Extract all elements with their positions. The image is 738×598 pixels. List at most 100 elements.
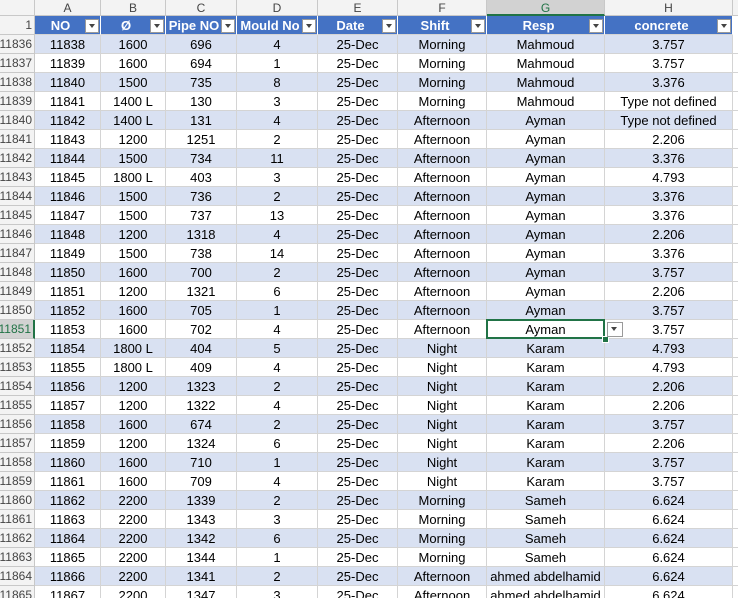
- cell[interactable]: 11856: [35, 377, 101, 396]
- cell[interactable]: 130: [166, 92, 237, 111]
- cell[interactable]: Night: [398, 377, 487, 396]
- row-number[interactable]: 11845: [0, 206, 35, 225]
- row-number[interactable]: 11852: [0, 339, 35, 358]
- cell[interactable]: 11863: [35, 510, 101, 529]
- cell[interactable]: 2200: [101, 510, 166, 529]
- cell[interactable]: 11: [237, 149, 318, 168]
- cell[interactable]: Morning: [398, 92, 487, 111]
- cell[interactable]: Mahmoud: [487, 35, 605, 54]
- filter-button[interactable]: [589, 19, 603, 33]
- column-letter[interactable]: D: [237, 0, 318, 16]
- cell[interactable]: 1600: [101, 263, 166, 282]
- column-letter[interactable]: A: [35, 0, 101, 16]
- cell[interactable]: Afternoon: [398, 206, 487, 225]
- row-number[interactable]: 11861: [0, 510, 35, 529]
- cell[interactable]: Karam: [487, 415, 605, 434]
- cell[interactable]: Afternoon: [398, 586, 487, 598]
- row-number[interactable]: 11855: [0, 396, 35, 415]
- cell[interactable]: Afternoon: [398, 149, 487, 168]
- cell[interactable]: 11854: [35, 339, 101, 358]
- cell[interactable]: 11852: [35, 301, 101, 320]
- cell[interactable]: 1500: [101, 149, 166, 168]
- cell[interactable]: 1322: [166, 396, 237, 415]
- cell[interactable]: 3: [237, 92, 318, 111]
- cell[interactable]: 25-Dec: [318, 225, 398, 244]
- filter-button[interactable]: [471, 19, 485, 33]
- cell[interactable]: 25-Dec: [318, 54, 398, 73]
- row-number[interactable]: 11840: [0, 111, 35, 130]
- cell[interactable]: 1: [237, 453, 318, 472]
- row-number[interactable]: 11864: [0, 567, 35, 586]
- cell[interactable]: 5: [237, 339, 318, 358]
- cell[interactable]: 25-Dec: [318, 377, 398, 396]
- row-number[interactable]: 11850: [0, 301, 35, 320]
- filter-button[interactable]: [221, 19, 235, 33]
- cell[interactable]: Afternoon: [398, 320, 487, 339]
- cell[interactable]: 1600: [101, 453, 166, 472]
- cell[interactable]: 2200: [101, 548, 166, 567]
- cell[interactable]: 11847: [35, 206, 101, 225]
- cell[interactable]: 1200: [101, 130, 166, 149]
- cell[interactable]: Night: [398, 415, 487, 434]
- cell[interactable]: Sameh: [487, 510, 605, 529]
- cell[interactable]: Morning: [398, 529, 487, 548]
- row-number[interactable]: 11862: [0, 529, 35, 548]
- cell[interactable]: 25-Dec: [318, 206, 398, 225]
- cell[interactable]: 25-Dec: [318, 396, 398, 415]
- cell[interactable]: 1600: [101, 35, 166, 54]
- cell[interactable]: Afternoon: [398, 187, 487, 206]
- cell[interactable]: 738: [166, 244, 237, 263]
- cell[interactable]: 2.206: [605, 396, 733, 415]
- cell[interactable]: 2.206: [605, 225, 733, 244]
- cell[interactable]: Afternoon: [398, 301, 487, 320]
- cell[interactable]: 3.757: [605, 453, 733, 472]
- row-number[interactable]: 11841: [0, 130, 35, 149]
- cell[interactable]: Morning: [398, 35, 487, 54]
- cell[interactable]: Night: [398, 434, 487, 453]
- cell[interactable]: 1400 L: [101, 92, 166, 111]
- cell[interactable]: 1323: [166, 377, 237, 396]
- cell[interactable]: 25-Dec: [318, 244, 398, 263]
- row-number[interactable]: 11842: [0, 149, 35, 168]
- cell[interactable]: 3.757: [605, 301, 733, 320]
- row-number[interactable]: 11856: [0, 415, 35, 434]
- cell[interactable]: 11859: [35, 434, 101, 453]
- cell[interactable]: Ayman: [487, 206, 605, 225]
- cell[interactable]: Mahmoud: [487, 73, 605, 92]
- row-number[interactable]: 11847: [0, 244, 35, 263]
- cell[interactable]: 734: [166, 149, 237, 168]
- cell[interactable]: 1341: [166, 567, 237, 586]
- cell[interactable]: Afternoon: [398, 168, 487, 187]
- filter-button[interactable]: [85, 19, 99, 33]
- cell[interactable]: 3: [237, 586, 318, 598]
- cell[interactable]: 11846: [35, 187, 101, 206]
- row-number[interactable]: 11836: [0, 35, 35, 54]
- row-number[interactable]: 11858: [0, 453, 35, 472]
- cell[interactable]: 737: [166, 206, 237, 225]
- cell[interactable]: 1: [237, 301, 318, 320]
- cell[interactable]: 11862: [35, 491, 101, 510]
- cell[interactable]: 2: [237, 130, 318, 149]
- cell[interactable]: 2.206: [605, 130, 733, 149]
- cell[interactable]: 11850: [35, 263, 101, 282]
- cell[interactable]: Night: [398, 472, 487, 491]
- row-number[interactable]: 11838: [0, 73, 35, 92]
- row-number[interactable]: 11839: [0, 92, 35, 111]
- cell[interactable]: 2200: [101, 567, 166, 586]
- cell[interactable]: 25-Dec: [318, 339, 398, 358]
- row-number[interactable]: 11859: [0, 472, 35, 491]
- cell[interactable]: 3.376: [605, 149, 733, 168]
- cell[interactable]: 6.624: [605, 548, 733, 567]
- cell[interactable]: 2.206: [605, 434, 733, 453]
- column-letter[interactable]: E: [318, 0, 398, 16]
- column-letter[interactable]: H: [605, 0, 733, 16]
- cell[interactable]: Sameh: [487, 529, 605, 548]
- cell[interactable]: 2.206: [605, 377, 733, 396]
- cell[interactable]: 25-Dec: [318, 358, 398, 377]
- column-letter[interactable]: G: [487, 0, 605, 16]
- row-number[interactable]: 1: [0, 16, 35, 35]
- cell[interactable]: 3: [237, 168, 318, 187]
- cell[interactable]: 25-Dec: [318, 548, 398, 567]
- row-number[interactable]: 11844: [0, 187, 35, 206]
- cell[interactable]: Ayman: [487, 244, 605, 263]
